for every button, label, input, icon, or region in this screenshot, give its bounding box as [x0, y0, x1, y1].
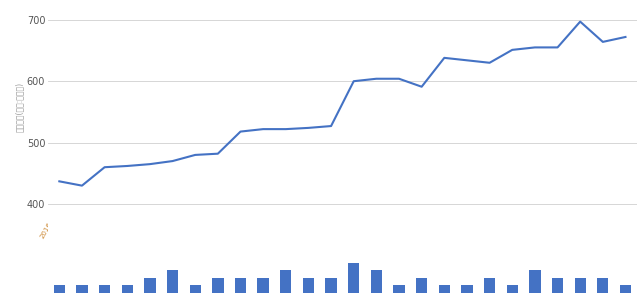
- Bar: [257, 278, 269, 293]
- Bar: [371, 270, 382, 293]
- Bar: [620, 285, 631, 293]
- Bar: [529, 270, 541, 293]
- Bar: [235, 278, 246, 293]
- Bar: [552, 278, 563, 293]
- Y-axis label: 거래금액(단위:백만원): 거래금액(단위:백만원): [15, 82, 24, 132]
- Bar: [54, 285, 65, 293]
- Bar: [167, 270, 178, 293]
- Bar: [416, 278, 428, 293]
- Bar: [303, 278, 314, 293]
- Bar: [212, 278, 223, 293]
- Bar: [122, 285, 133, 293]
- Bar: [394, 285, 404, 293]
- Bar: [280, 270, 291, 293]
- Bar: [575, 278, 586, 293]
- Bar: [461, 285, 472, 293]
- Bar: [348, 263, 360, 293]
- Bar: [99, 285, 110, 293]
- Bar: [325, 278, 337, 293]
- Bar: [144, 278, 156, 293]
- Bar: [597, 278, 609, 293]
- Bar: [438, 285, 450, 293]
- Bar: [189, 285, 201, 293]
- Bar: [76, 285, 88, 293]
- Bar: [484, 278, 495, 293]
- Bar: [507, 285, 518, 293]
